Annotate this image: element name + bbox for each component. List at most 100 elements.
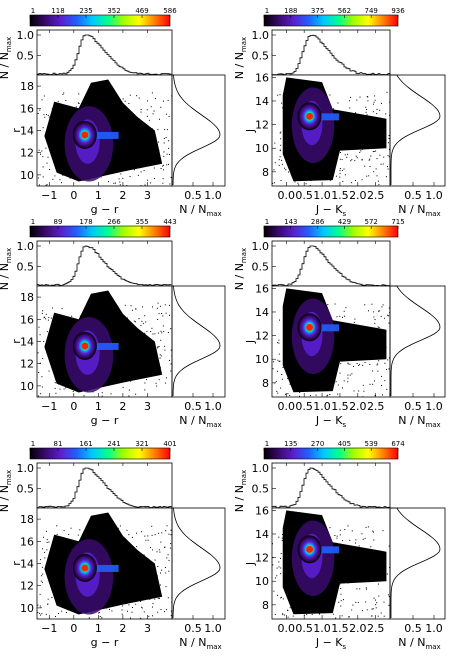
scatter-speck xyxy=(333,593,335,595)
scatter-speck xyxy=(56,533,58,535)
scatter-speck xyxy=(144,156,146,157)
scatter-speck xyxy=(343,555,345,556)
scatter-speck xyxy=(43,341,45,342)
scatter-speck xyxy=(137,156,139,158)
hist-ylabel-text: N / N xyxy=(233,52,246,79)
scatter-speck xyxy=(339,529,341,531)
scatter-speck xyxy=(291,309,293,311)
scatter-speck xyxy=(39,109,41,111)
scatter-speck xyxy=(158,532,160,534)
scatter-speck xyxy=(153,586,155,588)
scatter-speck xyxy=(86,534,88,536)
side-histogram-frame xyxy=(389,507,446,620)
hist-ylabel-subscript: max xyxy=(240,470,248,485)
scatter-speck xyxy=(88,103,90,105)
scatter-speck xyxy=(372,350,374,352)
scatter-speck xyxy=(101,307,103,309)
scatter-speck xyxy=(110,312,112,314)
scatter-speck xyxy=(107,168,109,170)
scatter-speck xyxy=(109,334,111,336)
scatter-speck xyxy=(143,361,145,363)
scatter-speck xyxy=(359,578,361,580)
scatter-speck xyxy=(122,185,124,186)
scatter-speck xyxy=(98,541,100,543)
scatter-speck xyxy=(366,175,368,177)
xlabel-text: J − K xyxy=(315,636,343,649)
scatter-speck xyxy=(140,171,142,173)
scatter-speck xyxy=(274,613,276,615)
scatter-speck xyxy=(42,357,44,359)
scatter-speck xyxy=(143,554,145,556)
scatter-speck xyxy=(144,564,146,566)
scatter-speck xyxy=(289,607,291,609)
scatter-speck xyxy=(324,170,326,172)
hist-ytick-label: 0.5 xyxy=(17,261,35,274)
scatter-speck xyxy=(159,160,160,162)
scatter-speck xyxy=(337,146,339,148)
side-xlabel-text: N / N xyxy=(398,203,425,216)
scatter-speck xyxy=(126,543,128,545)
scatter-speck xyxy=(338,121,340,123)
scatter-speck xyxy=(159,584,161,586)
side-xtick-label: 1.0 xyxy=(425,400,443,413)
scatter-speck xyxy=(170,615,172,617)
scatter-speck xyxy=(135,308,136,310)
scatter-speck xyxy=(113,124,115,126)
scatter-speck xyxy=(353,390,355,392)
scatter-speck xyxy=(356,363,358,364)
scatter-speck xyxy=(165,137,167,138)
scatter-speck xyxy=(168,154,170,155)
scatter-speck xyxy=(47,598,49,600)
scatter-speck xyxy=(157,611,159,613)
scatter-speck xyxy=(368,175,370,177)
scatter-speck xyxy=(41,150,43,152)
scatter-speck xyxy=(345,546,347,548)
scatter-speck xyxy=(350,325,352,327)
scatter-speck xyxy=(153,569,155,571)
scatter-speck xyxy=(108,181,109,183)
scatter-speck xyxy=(152,606,153,608)
scatter-speck xyxy=(298,601,300,603)
side-xlabel-subscript: max xyxy=(425,210,440,218)
scatter-speck xyxy=(302,384,304,386)
scatter-speck xyxy=(119,165,120,166)
scatter-speck xyxy=(114,364,115,366)
scatter-speck xyxy=(151,525,153,527)
scatter-speck xyxy=(338,601,340,603)
scatter-speck xyxy=(119,601,121,603)
xtick-label: 2.0 xyxy=(349,622,367,635)
scatter-speck xyxy=(290,158,292,160)
scatter-speck xyxy=(163,100,164,102)
side-histogram-frame xyxy=(171,74,226,187)
scatter-speck xyxy=(281,163,283,165)
ytick-label: 16 xyxy=(20,102,34,115)
scatter-speck xyxy=(154,534,156,536)
scatter-speck xyxy=(286,332,288,334)
scatter-speck xyxy=(154,598,156,600)
scatter-speck xyxy=(45,313,47,315)
scatter-speck xyxy=(373,316,375,318)
scatter-speck xyxy=(44,551,46,553)
scatter-speck xyxy=(379,336,381,337)
scatter-speck xyxy=(105,105,107,107)
scatter-speck xyxy=(370,338,371,340)
scatter-speck xyxy=(107,113,109,115)
scatter-speck xyxy=(71,315,73,317)
scatter-speck xyxy=(168,304,170,306)
scatter-speck xyxy=(382,163,384,165)
scatter-speck xyxy=(161,313,163,314)
scatter-speck xyxy=(124,154,126,156)
hist-ytick-label: 0.5 xyxy=(252,50,270,63)
scatter-speck xyxy=(59,121,61,123)
scatter-speck xyxy=(341,560,343,562)
scatter-speck xyxy=(79,179,81,181)
scatter-speck xyxy=(143,344,145,346)
side-histogram-curve xyxy=(390,74,441,185)
scatter-speck xyxy=(141,320,143,322)
top-histogram-curve xyxy=(271,245,391,287)
scatter-speck xyxy=(374,579,376,581)
scatter-speck xyxy=(46,549,48,551)
ytick-label: 12 xyxy=(255,119,269,132)
scatter-speck xyxy=(380,163,382,165)
